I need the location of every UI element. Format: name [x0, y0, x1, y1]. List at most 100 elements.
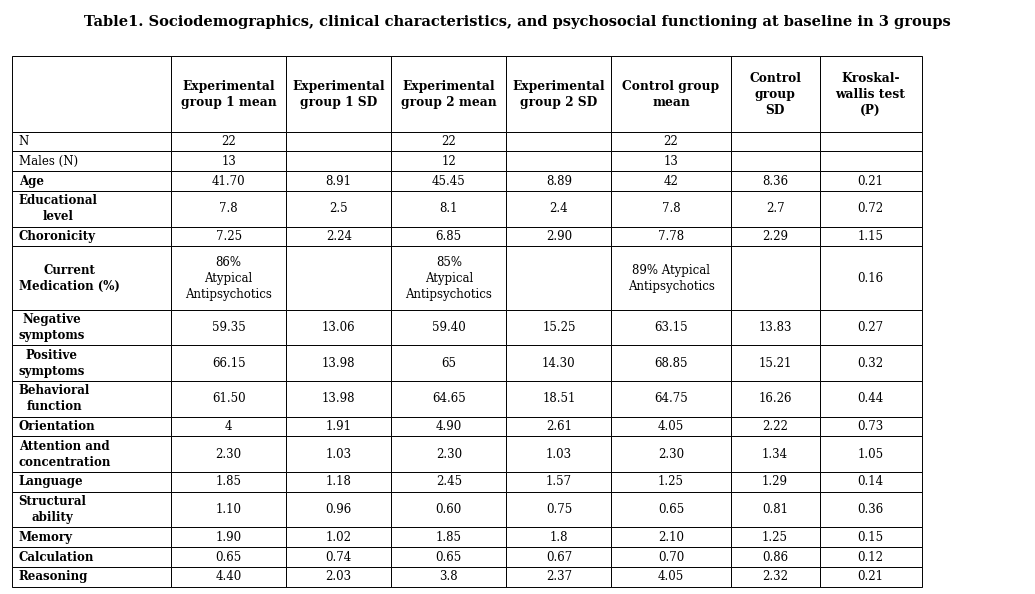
Bar: [12, 492, 171, 527]
Bar: [391, 381, 506, 416]
Text: 64.65: 64.65: [432, 393, 466, 405]
Text: 2.37: 2.37: [545, 570, 572, 583]
Text: Experimental
group 2 SD: Experimental group 2 SD: [512, 80, 605, 109]
Bar: [286, 132, 391, 151]
Bar: [391, 191, 506, 227]
Text: 7.78: 7.78: [658, 230, 684, 243]
Text: 0.67: 0.67: [545, 551, 572, 564]
Text: 1.25: 1.25: [762, 531, 788, 544]
Text: 0.12: 0.12: [858, 551, 884, 564]
Bar: [820, 191, 921, 227]
Text: 13.98: 13.98: [322, 393, 355, 405]
Text: Memory: Memory: [19, 531, 72, 544]
Bar: [820, 381, 921, 416]
Text: 0.36: 0.36: [857, 503, 884, 516]
Text: Table1. Sociodemographics, clinical characteristics, and psychosocial functionin: Table1. Sociodemographics, clinical char…: [84, 15, 951, 30]
Bar: [506, 132, 612, 151]
Text: 0.72: 0.72: [857, 203, 884, 216]
Text: Language: Language: [19, 475, 83, 488]
Text: 0.86: 0.86: [762, 551, 789, 564]
Bar: [286, 191, 391, 227]
Bar: [171, 472, 286, 492]
Bar: [171, 381, 286, 416]
Text: 2.7: 2.7: [766, 203, 785, 216]
Text: 1.8: 1.8: [550, 531, 568, 544]
Bar: [286, 171, 391, 191]
Bar: [506, 527, 612, 547]
Text: 0.73: 0.73: [857, 420, 884, 433]
Text: 2.10: 2.10: [658, 531, 684, 544]
Text: Control
group
SD: Control group SD: [749, 71, 801, 116]
Text: Experimental
group 1 SD: Experimental group 1 SD: [293, 80, 385, 109]
Text: 65: 65: [441, 357, 456, 369]
Text: Structural
ability: Structural ability: [19, 495, 87, 524]
Text: 61.50: 61.50: [212, 393, 245, 405]
Bar: [171, 191, 286, 227]
Bar: [731, 472, 820, 492]
Text: 2.32: 2.32: [762, 570, 788, 583]
Bar: [612, 191, 731, 227]
Bar: [286, 437, 391, 472]
Bar: [612, 171, 731, 191]
Text: Reasoning: Reasoning: [19, 570, 88, 583]
Bar: [171, 345, 286, 381]
Text: 13: 13: [663, 155, 679, 168]
Text: 0.21: 0.21: [858, 570, 884, 583]
Bar: [391, 227, 506, 247]
Bar: [612, 492, 731, 527]
Bar: [506, 247, 612, 310]
Text: Current
Medication (%): Current Medication (%): [19, 264, 119, 293]
Bar: [171, 310, 286, 345]
Text: 18.51: 18.51: [542, 393, 575, 405]
Text: 1.34: 1.34: [762, 448, 789, 461]
Bar: [731, 151, 820, 171]
Bar: [820, 56, 921, 132]
Text: 0.75: 0.75: [545, 503, 572, 516]
Text: 2.61: 2.61: [545, 420, 572, 433]
Bar: [171, 56, 286, 132]
Bar: [731, 191, 820, 227]
Text: Positive
symptoms: Positive symptoms: [19, 349, 85, 378]
Text: 22: 22: [221, 135, 236, 148]
Bar: [612, 472, 731, 492]
Text: 2.03: 2.03: [326, 570, 352, 583]
Bar: [731, 492, 820, 527]
Bar: [286, 310, 391, 345]
Bar: [506, 310, 612, 345]
Text: 2.22: 2.22: [762, 420, 788, 433]
Bar: [731, 227, 820, 247]
Bar: [391, 527, 506, 547]
Text: 6.85: 6.85: [436, 230, 462, 243]
Text: 4.05: 4.05: [658, 570, 684, 583]
Bar: [391, 247, 506, 310]
Bar: [12, 132, 171, 151]
Text: 2.5: 2.5: [329, 203, 348, 216]
Bar: [506, 492, 612, 527]
Bar: [731, 567, 820, 587]
Bar: [12, 472, 171, 492]
Bar: [12, 171, 171, 191]
Text: 22: 22: [442, 135, 456, 148]
Text: 41.70: 41.70: [212, 175, 245, 188]
Bar: [391, 567, 506, 587]
Bar: [820, 527, 921, 547]
Bar: [731, 310, 820, 345]
Bar: [731, 547, 820, 567]
Bar: [391, 132, 506, 151]
Bar: [171, 247, 286, 310]
Bar: [12, 527, 171, 547]
Text: Behavioral
function: Behavioral function: [19, 384, 90, 413]
Text: 14.30: 14.30: [542, 357, 575, 369]
Text: Choronicity: Choronicity: [19, 230, 95, 243]
Bar: [612, 227, 731, 247]
Bar: [506, 191, 612, 227]
Text: 13.83: 13.83: [759, 321, 792, 334]
Text: 1.02: 1.02: [326, 531, 352, 544]
Text: 16.26: 16.26: [759, 393, 792, 405]
Text: 66.15: 66.15: [212, 357, 245, 369]
Text: 15.25: 15.25: [542, 321, 575, 334]
Text: 59.35: 59.35: [212, 321, 245, 334]
Text: 2.29: 2.29: [762, 230, 788, 243]
Text: 1.15: 1.15: [858, 230, 884, 243]
Text: Educational
level: Educational level: [19, 194, 97, 223]
